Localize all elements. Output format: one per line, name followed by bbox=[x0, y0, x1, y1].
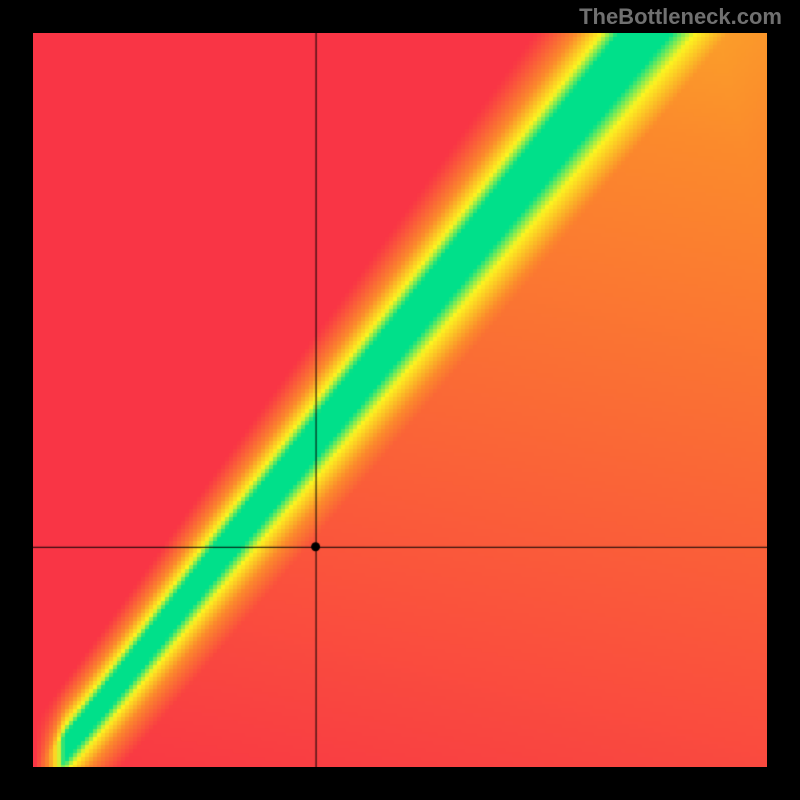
heatmap-canvas bbox=[33, 33, 767, 767]
heatmap-plot bbox=[33, 33, 767, 767]
watermark-text: TheBottleneck.com bbox=[579, 4, 782, 30]
chart-container: TheBottleneck.com bbox=[0, 0, 800, 800]
